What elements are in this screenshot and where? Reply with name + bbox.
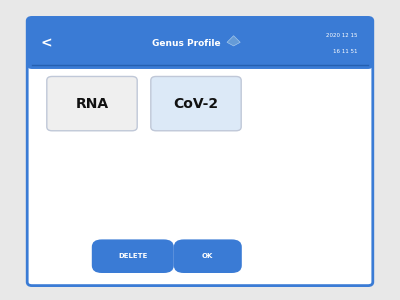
FancyBboxPatch shape: [92, 239, 174, 273]
FancyBboxPatch shape: [174, 239, 242, 273]
FancyBboxPatch shape: [151, 76, 241, 131]
FancyBboxPatch shape: [27, 17, 373, 286]
Text: OK: OK: [202, 253, 214, 259]
Text: 2020 12 15: 2020 12 15: [326, 33, 358, 38]
Text: CoV-2: CoV-2: [174, 97, 218, 111]
Text: DELETE: DELETE: [118, 253, 148, 259]
Text: <: <: [40, 36, 52, 50]
Text: Genus Profile: Genus Profile: [152, 39, 221, 48]
Text: RNA: RNA: [76, 97, 108, 111]
FancyBboxPatch shape: [27, 17, 373, 69]
Polygon shape: [227, 36, 240, 46]
Bar: [32, 43, 368, 65]
FancyBboxPatch shape: [47, 76, 137, 131]
Text: 16 11 51: 16 11 51: [334, 49, 358, 54]
